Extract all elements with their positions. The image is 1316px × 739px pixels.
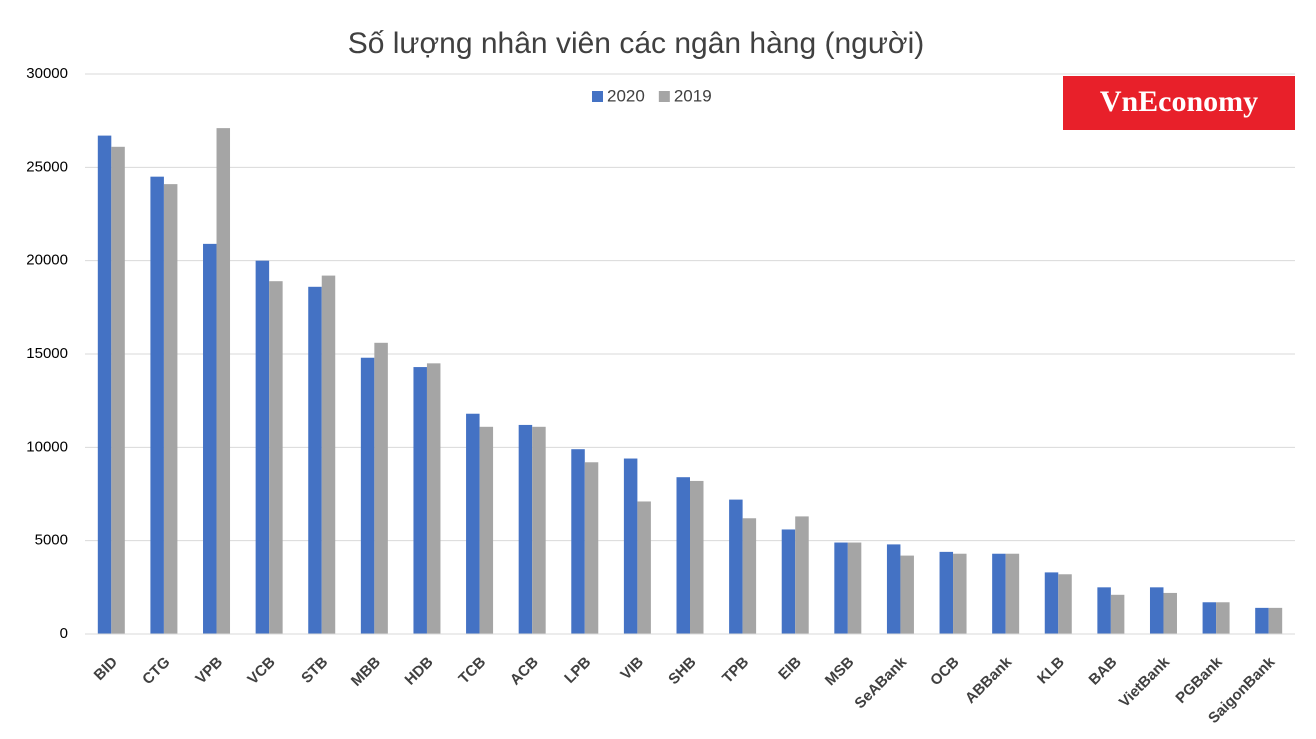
bar (1110, 594, 1125, 634)
x-tick-label: BAB (1086, 653, 1121, 688)
y-tick-label: 15000 (26, 345, 68, 362)
bar (676, 477, 690, 634)
x-tick-label: EIB (775, 654, 805, 684)
y-tick-label: 25000 (26, 158, 68, 175)
bar (1044, 572, 1059, 634)
bar (623, 458, 638, 634)
legend-box (578, 82, 738, 112)
x-tick-label: HDB (402, 653, 437, 688)
legend-label: 2020 (607, 86, 645, 105)
x-tick-label: CTG (139, 654, 173, 688)
bar (939, 551, 954, 634)
bar (1255, 607, 1269, 634)
bar (742, 518, 757, 634)
chart-title: Số lượng nhân viên các ngân hàng (người) (348, 27, 925, 60)
bar (953, 553, 967, 634)
y-tick-label: 30000 (26, 65, 68, 82)
bar (795, 516, 809, 634)
bar (255, 260, 270, 634)
bar (321, 275, 336, 634)
y-tick-label: 20000 (26, 252, 68, 269)
bar (781, 529, 796, 634)
bar (729, 499, 743, 634)
bar (413, 367, 427, 634)
x-tick-label: PGBank (1172, 653, 1226, 707)
bar (637, 501, 651, 634)
bar (203, 243, 217, 634)
legend-swatch (658, 91, 670, 102)
bar (1216, 602, 1230, 634)
x-tick-label: KLB (1034, 653, 1068, 687)
x-tick-label: VietBank (1116, 653, 1174, 711)
bar (518, 424, 533, 634)
bar (1163, 592, 1177, 634)
x-tick-label: STB (298, 653, 331, 686)
y-tick-label: 0 (60, 625, 68, 642)
bar (426, 363, 441, 634)
x-tick-label: ACB (507, 653, 542, 688)
x-tick-label: VPB (192, 653, 226, 687)
bar (571, 449, 585, 634)
x-tick-label: ABBank (962, 653, 1016, 707)
bar (374, 342, 388, 634)
y-tick-label: 5000 (35, 532, 68, 549)
bar (308, 286, 322, 634)
x-tick-label: OCB (927, 654, 963, 690)
bar (1097, 587, 1111, 634)
bar (269, 281, 283, 634)
bar (1058, 574, 1072, 634)
x-tick-label: MSB (822, 654, 858, 690)
bar (216, 128, 231, 634)
bar (163, 184, 178, 634)
bar (360, 357, 375, 634)
x-tick-label: SHB (665, 653, 700, 688)
bar (479, 426, 494, 634)
x-tick-label: TCB (455, 653, 489, 687)
bar (532, 426, 546, 634)
legend-label: 2019 (674, 86, 712, 105)
bar (690, 480, 704, 634)
bar (97, 135, 112, 634)
bar (1005, 553, 1020, 634)
bar (584, 462, 599, 634)
x-tick-label: SeABank (851, 653, 910, 712)
bar (150, 176, 164, 634)
bar (847, 542, 862, 634)
bar (466, 413, 480, 634)
x-tick-label: LPB (561, 653, 594, 686)
bar (1202, 602, 1217, 634)
bar (900, 555, 914, 634)
logo: VnEconomy (1100, 85, 1258, 118)
bar (886, 544, 901, 634)
bar (992, 553, 1006, 634)
logo-box (1063, 76, 1295, 130)
bar (1149, 587, 1164, 634)
x-tick-label: BID (91, 654, 121, 684)
legend-swatch (592, 91, 603, 102)
x-tick-label: VCB (244, 653, 279, 688)
bar (834, 542, 848, 634)
x-tick-label: TPB (719, 653, 752, 686)
x-tick-label: VIB (617, 654, 647, 684)
bar (111, 146, 125, 635)
x-tick-label: MBB (348, 654, 384, 690)
y-tick-label: 10000 (26, 438, 68, 455)
bar (1268, 607, 1283, 634)
